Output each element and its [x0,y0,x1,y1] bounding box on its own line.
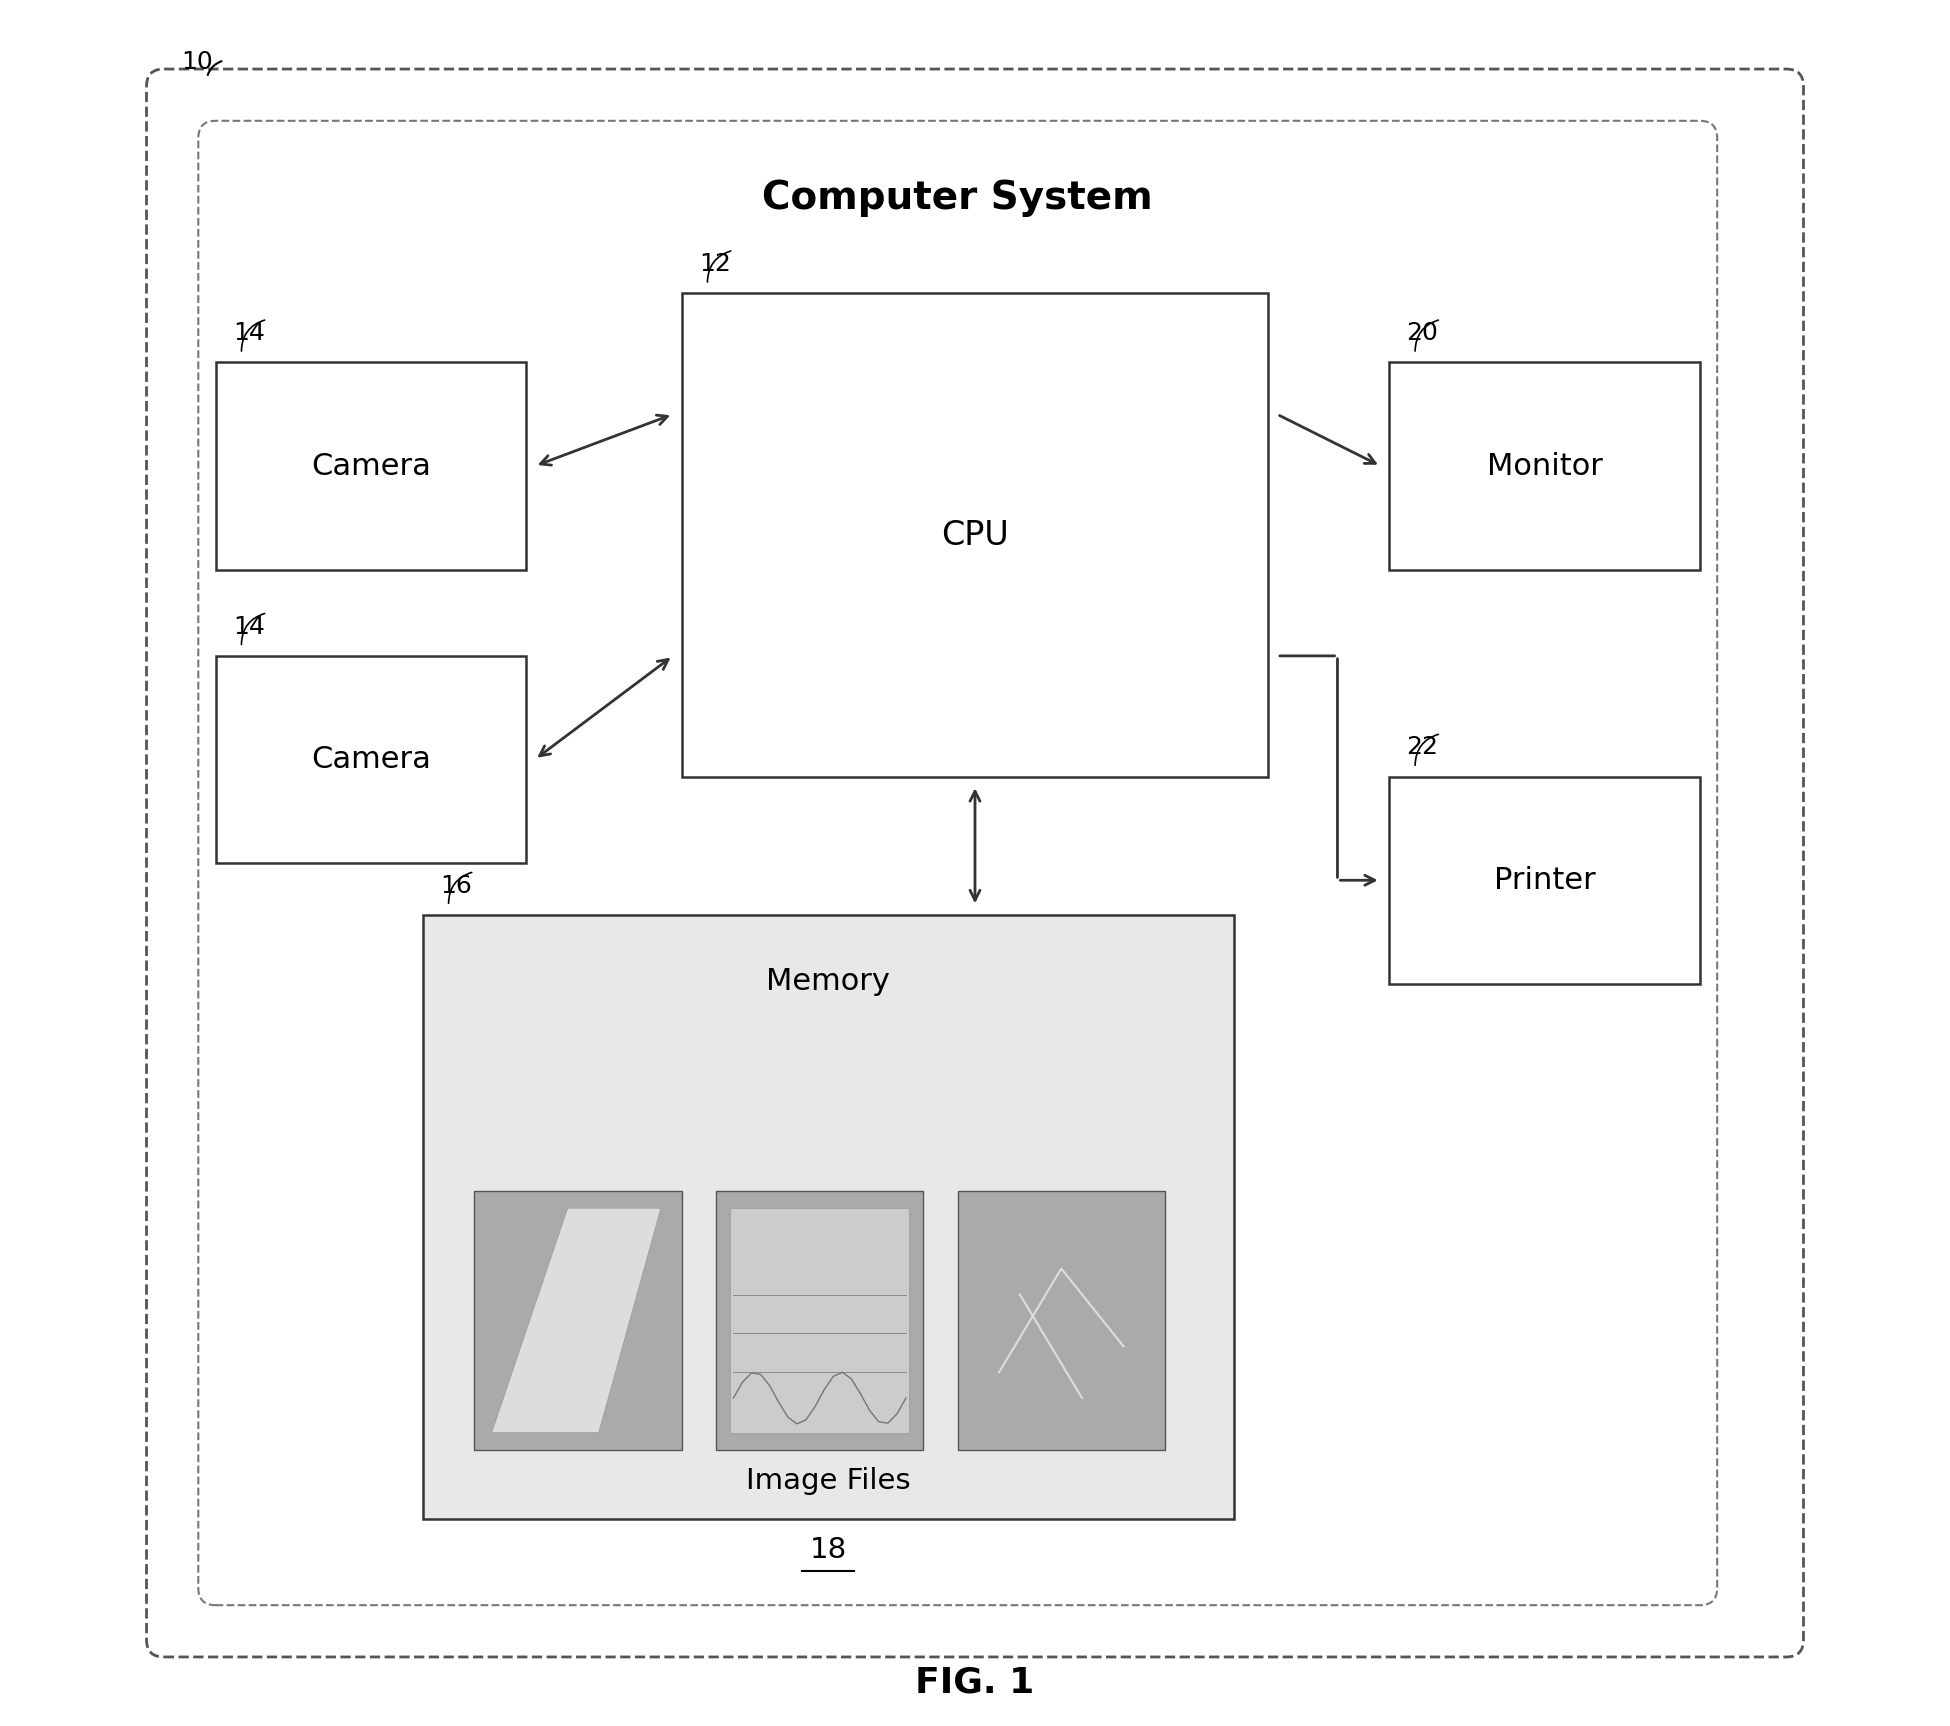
Bar [716,1191,922,1450]
Bar [1388,362,1700,570]
Text: CPU: CPU [942,518,1008,552]
Bar [423,915,1234,1519]
Text: 10: 10 [181,50,213,74]
Text: Image Files: Image Files [747,1467,911,1495]
Bar [1388,777,1700,984]
Bar [682,293,1268,777]
Text: 12: 12 [698,252,731,276]
Polygon shape [491,1208,661,1433]
Text: 16: 16 [441,873,472,898]
Text: Monitor: Monitor [1486,452,1603,480]
Text: 18: 18 [809,1536,846,1564]
Text: 14: 14 [232,614,265,639]
Text: Computer System: Computer System [762,180,1152,217]
Bar [729,1208,909,1433]
FancyBboxPatch shape [199,121,1718,1605]
Bar [474,1191,682,1450]
Text: 14: 14 [232,321,265,345]
Text: Printer: Printer [1494,866,1595,894]
Text: 22: 22 [1406,735,1439,759]
Text: 20: 20 [1406,321,1439,345]
Text: FIG. 1: FIG. 1 [915,1666,1035,1700]
Bar [216,362,526,570]
Bar [216,656,526,863]
Text: Memory: Memory [766,967,891,996]
FancyBboxPatch shape [146,69,1804,1657]
Text: Camera: Camera [310,452,431,480]
Text: Camera: Camera [310,746,431,773]
Bar [957,1191,1164,1450]
